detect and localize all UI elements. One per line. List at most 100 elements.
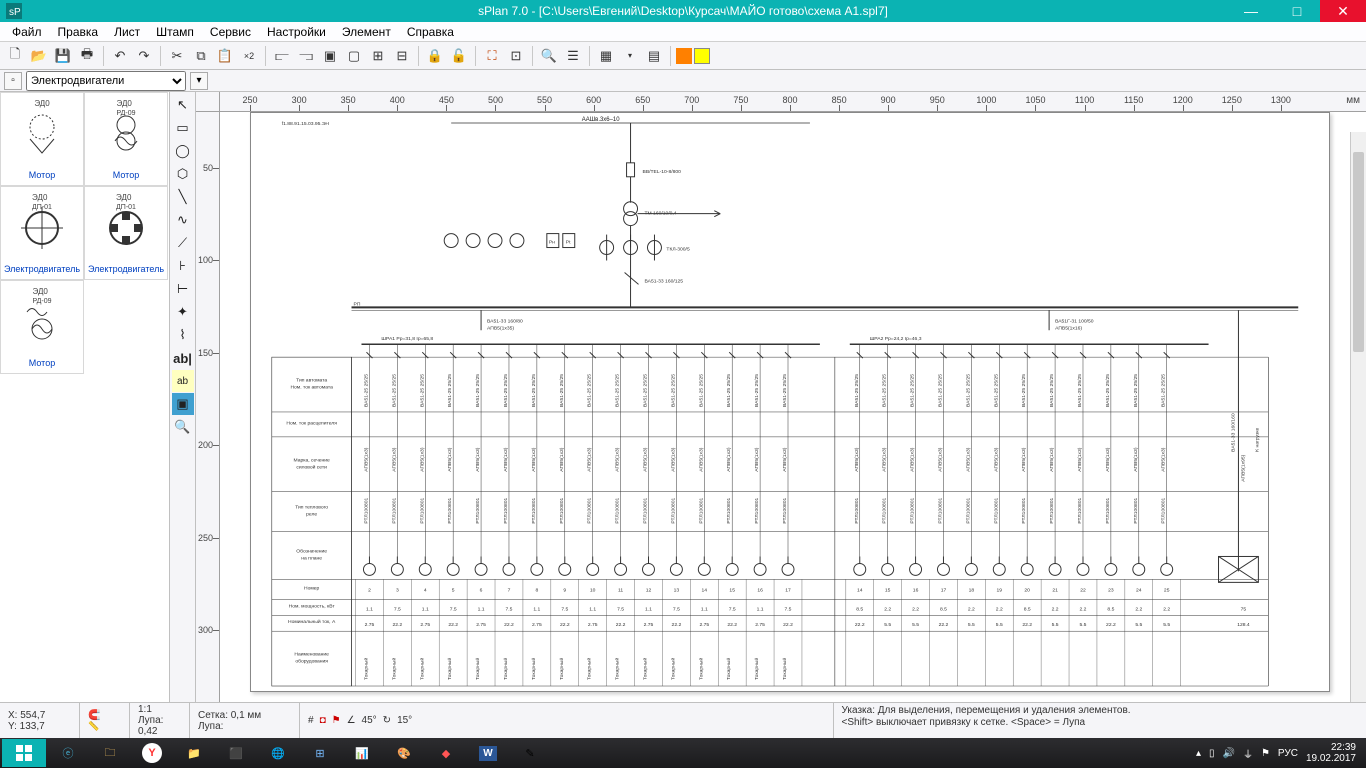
net-tool-icon[interactable]: ⊦: [172, 255, 194, 277]
svg-text:2.2: 2.2: [1135, 606, 1142, 612]
tray-lang[interactable]: РУС: [1278, 748, 1298, 759]
unlock-icon[interactable]: 🔓: [448, 45, 470, 67]
rect-tool-icon[interactable]: ▭: [172, 117, 194, 139]
task-pencil-icon[interactable]: ✎: [510, 739, 550, 767]
svg-text:ВА51-25 25/25: ВА51-25 25/25: [1133, 374, 1139, 407]
palette-item[interactable]: ЭД0ДП-01 Электродвигатель: [84, 186, 168, 280]
menu-service[interactable]: Сервис: [202, 23, 259, 41]
svg-text:РТЛ100801: РТЛ100801: [965, 497, 971, 523]
spline-tool-icon[interactable]: ⌇: [172, 324, 194, 346]
task-app2-icon[interactable]: 📊: [342, 739, 382, 767]
task-app1-icon[interactable]: ⊞: [300, 739, 340, 767]
palette-item[interactable]: ЭД0ДП-01 Электродвигатель: [0, 186, 84, 280]
print-icon[interactable]: 🖶: [76, 45, 98, 67]
tray-clock[interactable]: 22:39 19.02.2017: [1306, 742, 1356, 764]
circle-tool-icon[interactable]: ◯: [172, 140, 194, 162]
cut-icon[interactable]: ✂: [166, 45, 188, 67]
palette-item[interactable]: ЭД0РД-09 Мотор: [0, 280, 84, 374]
image-tool-icon[interactable]: ▣: [172, 393, 194, 415]
drawing-sheet[interactable]: ААШв.3х6–10BB/TEL-10-8/800ТМ 160/10/0,4Р…: [250, 112, 1330, 692]
text-tool-icon[interactable]: ab: [172, 370, 194, 392]
dot-tool-icon[interactable]: ✦: [172, 301, 194, 323]
pointer-tool-icon[interactable]: ↖: [172, 94, 194, 116]
angle-icon[interactable]: ∠: [347, 715, 356, 726]
tray-net-icon[interactable]: ⏚: [1243, 746, 1253, 761]
menu-stamp[interactable]: Штамп: [148, 23, 202, 41]
menu-sheet[interactable]: Лист: [106, 23, 148, 41]
task-yandex-icon[interactable]: Y: [132, 739, 172, 767]
svg-text:7.5: 7.5: [785, 606, 792, 612]
zoom-tool-icon[interactable]: 🔍: [172, 416, 194, 438]
open-icon[interactable]: 📂: [28, 45, 50, 67]
junction-tool-icon[interactable]: ⊢: [172, 278, 194, 300]
menu-element[interactable]: Элемент: [334, 23, 399, 41]
snap-icon[interactable]: ◘: [320, 715, 326, 726]
color1-icon[interactable]: [676, 48, 692, 64]
bezier-tool-icon[interactable]: ⟋: [172, 232, 194, 254]
start-button[interactable]: [2, 739, 46, 767]
color2-icon[interactable]: [694, 48, 710, 64]
menu-help[interactable]: Справка: [399, 23, 462, 41]
svg-text:РТЛ100801: РТЛ100801: [1105, 497, 1111, 523]
minimize-button[interactable]: ―: [1228, 0, 1274, 22]
align-left-icon[interactable]: ⫍: [271, 45, 293, 67]
lib-icon[interactable]: ▫: [4, 72, 22, 90]
tray-battery-icon[interactable]: ▯: [1209, 748, 1215, 759]
align-right-icon[interactable]: ⫎: [295, 45, 317, 67]
palette-item[interactable]: ЭД0РД-09 Мотор: [84, 92, 168, 186]
task-app3-icon[interactable]: ◆: [426, 739, 466, 767]
grid-icon[interactable]: ▦: [595, 45, 617, 67]
sel-menu-icon[interactable]: ▾: [190, 72, 208, 90]
layers-icon[interactable]: ▤: [643, 45, 665, 67]
zoom-fit-icon[interactable]: ⊡: [505, 45, 527, 67]
list-icon[interactable]: ☰: [562, 45, 584, 67]
task-word-icon[interactable]: W: [468, 739, 508, 767]
task-chrome-icon[interactable]: 🌐: [258, 739, 298, 767]
menu-settings[interactable]: Настройки: [259, 23, 334, 41]
redo-icon[interactable]: ↷: [133, 45, 155, 67]
zoom-sel-icon[interactable]: ⛶: [481, 45, 503, 67]
front-icon[interactable]: ▣: [319, 45, 341, 67]
dup-icon[interactable]: ×2: [238, 45, 260, 67]
magnet-icon[interactable]: 🧲: [88, 710, 121, 721]
line-tool-icon[interactable]: ╲: [172, 186, 194, 208]
task-explorer-icon[interactable]: 🗀: [90, 739, 130, 767]
canvas[interactable]: ААШв.3х6–10BB/TEL-10-8/800ТМ 160/10/0,4Р…: [220, 112, 1366, 722]
grid-menu-icon[interactable]: ▾: [619, 45, 641, 67]
grid-toggle-icon[interactable]: #: [308, 715, 314, 726]
ruler-icon[interactable]: 📏: [88, 721, 121, 732]
component-select[interactable]: Электродвигатели: [26, 71, 186, 91]
svg-text:2.2: 2.2: [1080, 606, 1087, 612]
text-bold-tool-icon[interactable]: ab|: [172, 347, 194, 369]
group-icon[interactable]: ⊞: [367, 45, 389, 67]
task-store-icon[interactable]: ⬛: [216, 739, 256, 767]
vertical-scrollbar[interactable]: [1350, 132, 1366, 706]
undo-icon[interactable]: ↶: [109, 45, 131, 67]
back-icon[interactable]: ▢: [343, 45, 365, 67]
task-ie-icon[interactable]: ⓔ: [48, 739, 88, 767]
tray-flag-icon[interactable]: ⚑: [1261, 748, 1270, 759]
new-icon[interactable]: 🗋: [4, 45, 26, 67]
svg-text:АПВ5(1х3): АПВ5(1х3): [1133, 447, 1139, 472]
task-paint-icon[interactable]: 🎨: [384, 739, 424, 767]
svg-text:ВА51-25 25/25: ВА51-25 25/25: [447, 374, 453, 407]
menu-edit[interactable]: Правка: [50, 23, 107, 41]
save-icon[interactable]: 💾: [52, 45, 74, 67]
ungroup-icon[interactable]: ⊟: [391, 45, 413, 67]
lock-icon[interactable]: 🔒: [424, 45, 446, 67]
rotate-icon[interactable]: ↻: [383, 715, 391, 726]
task-files-icon[interactable]: 📁: [174, 739, 214, 767]
wave-tool-icon[interactable]: ∿: [172, 209, 194, 231]
svg-text:22.2: 22.2: [504, 622, 514, 628]
poly-tool-icon[interactable]: ⬡: [172, 163, 194, 185]
copy-icon[interactable]: ⧉: [190, 45, 212, 67]
tray-vol-icon[interactable]: 🔊: [1222, 748, 1234, 759]
flag-icon[interactable]: ⚑: [332, 715, 341, 726]
palette-item[interactable]: ЭД0 Мотор: [0, 92, 84, 186]
tray-up-icon[interactable]: ▴: [1196, 748, 1201, 759]
maximize-button[interactable]: □: [1274, 0, 1320, 22]
close-button[interactable]: ✕: [1320, 0, 1366, 22]
menu-file[interactable]: Файл: [4, 23, 50, 41]
find-icon[interactable]: 🔍: [538, 45, 560, 67]
paste-icon[interactable]: 📋: [214, 45, 236, 67]
